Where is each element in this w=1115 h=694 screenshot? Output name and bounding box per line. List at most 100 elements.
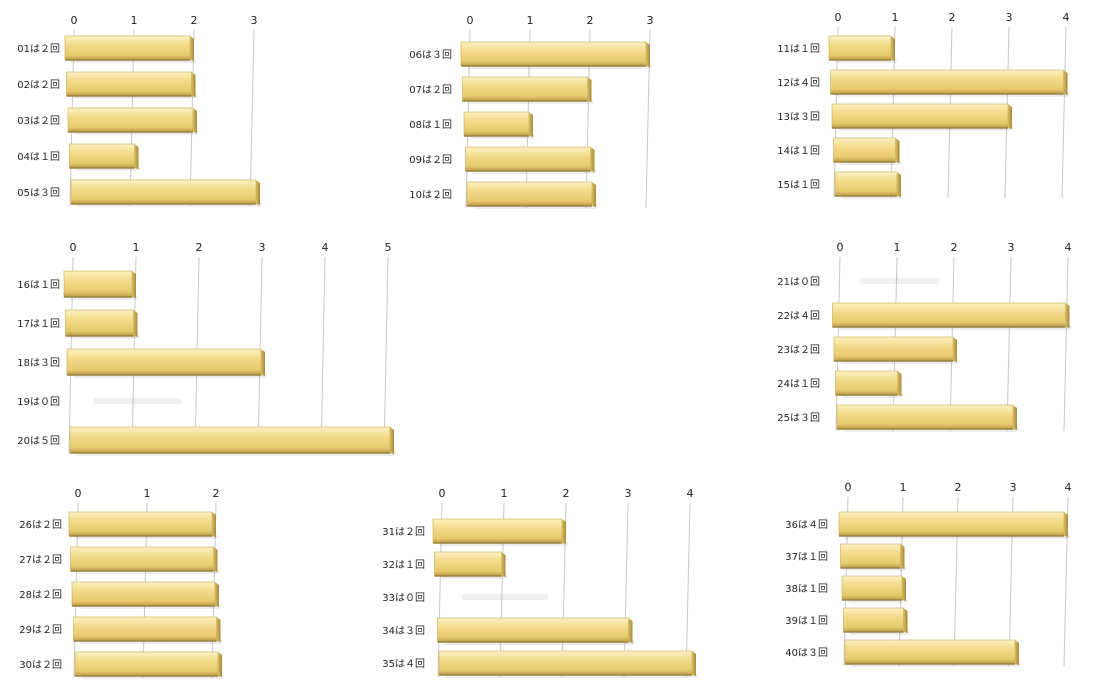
bar-end-cap <box>895 138 900 163</box>
tick-label: 3 <box>1006 11 1013 24</box>
tick-label: 0 <box>467 14 474 27</box>
bar <box>462 76 588 102</box>
bar <box>833 336 954 362</box>
tick-label: 0 <box>71 14 78 27</box>
tick-label: 0 <box>70 241 77 254</box>
bar <box>463 111 530 137</box>
bar <box>466 181 593 207</box>
category-label: 25は３回 <box>777 412 820 424</box>
bar-end-cap <box>562 519 566 544</box>
bar <box>432 518 563 544</box>
bar-end-cap <box>218 652 222 677</box>
tick-label: 4 <box>1063 11 1070 24</box>
category-label: 14は１回 <box>777 145 820 157</box>
tick-label: 2 <box>955 481 962 494</box>
bar <box>434 551 502 577</box>
tick-label: 3 <box>259 241 266 254</box>
bar <box>834 171 898 197</box>
category-label: 08は１回 <box>409 119 452 131</box>
bar <box>67 107 194 133</box>
bar-end-cap <box>590 147 595 172</box>
bar-chart-4: 0 1 2 3 4 5 16は１回 17は１回 18は３回 19は０回 20は５回 <box>17 241 396 456</box>
tick-label: 3 <box>1010 481 1017 494</box>
category-label: 20は５回 <box>17 435 60 447</box>
bar-end-cap <box>216 617 221 642</box>
bar <box>70 179 257 205</box>
bar-end-cap <box>213 547 218 572</box>
category-label: 24は１回 <box>777 378 820 390</box>
bar-chart-8: 0 1 2 3 4 36は４回 37は１回 38は１回 39は１回 40は３回 <box>785 481 1072 667</box>
category-label: 18は３回 <box>17 357 60 369</box>
category-label: 28は２回 <box>19 589 62 601</box>
bar <box>63 270 133 298</box>
tick-label: 2 <box>949 11 956 24</box>
category-label: 29は２回 <box>19 624 62 636</box>
tick-label: 0 <box>75 487 82 500</box>
category-label: 26は２回 <box>19 519 62 531</box>
bar-end-cap <box>133 310 138 337</box>
category-label: 30は２回 <box>19 659 62 671</box>
tick-label: 1 <box>900 481 907 494</box>
category-label: 06は３回 <box>409 49 452 61</box>
bar-end-cap <box>1008 104 1012 129</box>
bar-end-cap <box>903 608 908 633</box>
bar <box>840 543 901 569</box>
bar-end-cap <box>891 36 895 61</box>
bar <box>66 71 192 97</box>
tick-label: 0 <box>835 11 842 24</box>
bar <box>835 370 898 396</box>
category-label: 40は３回 <box>785 647 828 659</box>
tick-label: 2 <box>951 241 958 254</box>
category-label: 15は１回 <box>777 179 820 191</box>
category-label: 31は２回 <box>382 526 425 538</box>
tick-label: 2 <box>196 241 203 254</box>
category-label: 10は２回 <box>409 189 452 201</box>
bar <box>843 607 904 633</box>
bar-end-cap <box>646 42 650 67</box>
bar <box>460 41 647 67</box>
gridline <box>1061 26 1067 199</box>
category-label: 05は３回 <box>17 187 60 199</box>
bar <box>71 581 216 607</box>
tick-label: 2 <box>563 487 570 500</box>
bar-chart-6: 0 1 2 26は２回 27は２回 28は２回 29は２回 30は２回 <box>19 487 224 679</box>
tick-label: 1 <box>894 241 901 254</box>
category-label: 19は０回 <box>17 396 60 408</box>
bar-end-cap <box>215 582 219 607</box>
category-label: 34は３回 <box>382 625 425 637</box>
tick-label: 2 <box>191 14 198 27</box>
tick-label: 1 <box>892 11 899 24</box>
bar-end-cap <box>256 180 260 205</box>
category-label: 16は１回 <box>17 279 60 291</box>
gridline <box>623 502 629 678</box>
bar-end-cap <box>897 172 901 197</box>
bar <box>465 146 591 172</box>
tick-label: 1 <box>144 487 151 500</box>
bar-end-cap <box>1013 405 1017 430</box>
tick-label: 3 <box>625 487 632 500</box>
category-label: 04は１回 <box>17 151 60 163</box>
bar-end-cap <box>592 182 596 207</box>
bar <box>838 511 1065 537</box>
category-label: 33は０回 <box>382 592 425 604</box>
tick-label: 0 <box>845 481 852 494</box>
tick-label: 1 <box>501 487 508 500</box>
bar-chart-3: 0 1 2 3 4 11は１回 12は４回 13は３回 14は１回 15は１回 <box>777 11 1070 199</box>
bar <box>437 617 629 643</box>
bar-end-cap <box>190 36 194 61</box>
bar <box>841 575 903 601</box>
category-label: 02は２回 <box>17 79 60 91</box>
bar <box>844 639 1016 665</box>
bar-end-cap <box>501 552 506 577</box>
category-label: 11は１回 <box>777 43 820 55</box>
category-label: 23は２回 <box>777 344 820 356</box>
tick-label: 1 <box>131 14 138 27</box>
bar-end-cap <box>193 108 197 133</box>
bar <box>438 650 693 676</box>
bar-end-cap <box>628 618 633 643</box>
tick-label: 2 <box>587 14 594 27</box>
tick-label: 4 <box>1065 481 1072 494</box>
bar-end-cap <box>587 77 592 102</box>
bar <box>830 69 1064 95</box>
